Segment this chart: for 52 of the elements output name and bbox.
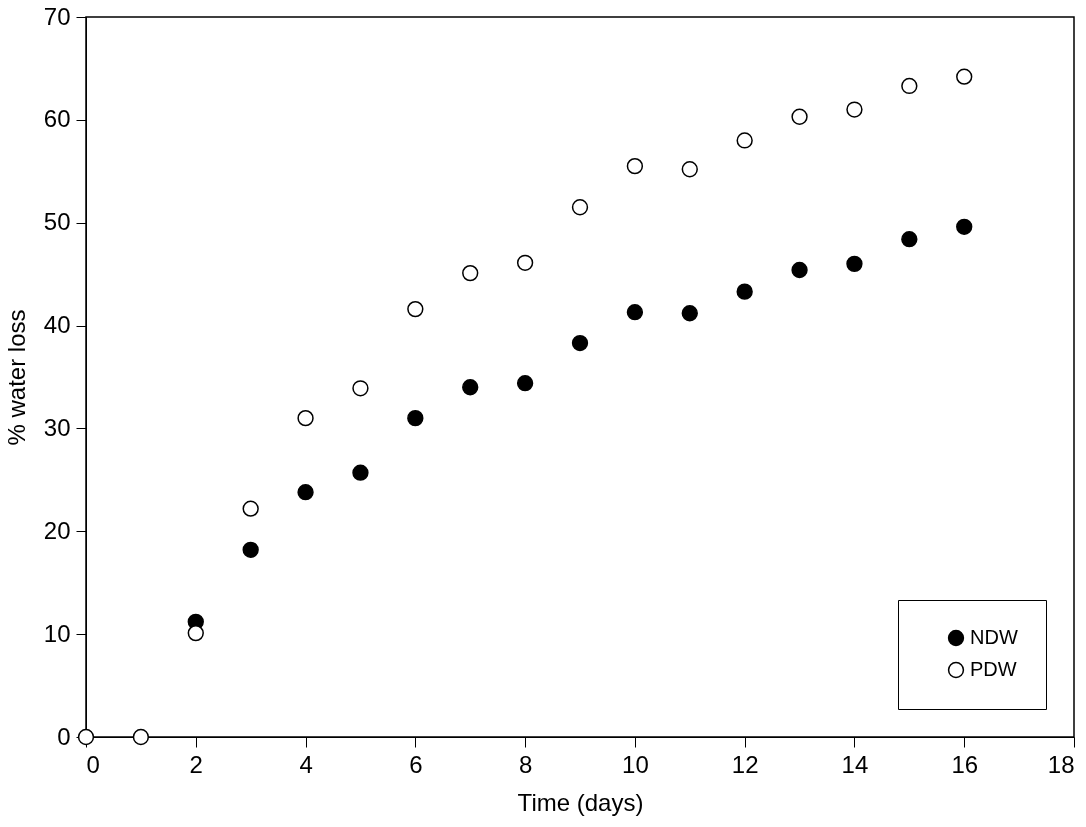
- legend-label: PDW: [970, 658, 1017, 680]
- point: [352, 380, 369, 397]
- y-tick-label: 10: [43, 619, 71, 647]
- point: [901, 231, 918, 248]
- point: [956, 218, 973, 235]
- point: [791, 261, 808, 279]
- point: [297, 409, 314, 427]
- point: [571, 199, 589, 216]
- point: [626, 304, 644, 321]
- point: [462, 379, 479, 396]
- point: [791, 108, 808, 125]
- point: [187, 624, 204, 642]
- point: [681, 305, 698, 322]
- point: [407, 409, 424, 427]
- point: [516, 254, 534, 271]
- y-tick-label: 0: [57, 722, 71, 750]
- point: [846, 255, 863, 273]
- y-tick-label: 20: [43, 516, 71, 544]
- x-tick-label: 10: [622, 750, 649, 778]
- x-axis-title: Time (days): [517, 788, 644, 816]
- point: [407, 300, 424, 318]
- point: [516, 375, 534, 392]
- point: [901, 77, 918, 95]
- x-tick-label: 4: [299, 750, 313, 778]
- y-tick-label: 70: [43, 2, 71, 30]
- x-tick-label: 14: [841, 750, 869, 778]
- point: [571, 334, 589, 352]
- point: [352, 464, 369, 481]
- y-tick-label: 50: [43, 208, 71, 236]
- y-tick-label: 40: [43, 311, 71, 339]
- x-tick-label: 8: [518, 750, 533, 778]
- y-tick-label: 60: [43, 105, 71, 133]
- y-tick-label: 30: [43, 413, 71, 441]
- point: [242, 500, 259, 517]
- x-tick-label: 18: [1047, 750, 1075, 778]
- x-tick-label: 12: [731, 750, 759, 778]
- point: [736, 283, 753, 300]
- point: [846, 101, 863, 118]
- point: [626, 157, 644, 175]
- point: [681, 161, 698, 178]
- point: [462, 264, 479, 282]
- x-tick-label: 6: [409, 750, 423, 778]
- point: [956, 68, 973, 85]
- legend-label: NDW: [970, 626, 1018, 648]
- point: [297, 484, 314, 501]
- point: [736, 132, 753, 149]
- point: [132, 728, 150, 746]
- x-tick-label: 2: [189, 750, 203, 778]
- y-axis-title: % water loss: [2, 309, 30, 446]
- x-tick-label: 16: [951, 750, 979, 778]
- x-tick-label: 0: [86, 750, 100, 778]
- point: [242, 541, 259, 558]
